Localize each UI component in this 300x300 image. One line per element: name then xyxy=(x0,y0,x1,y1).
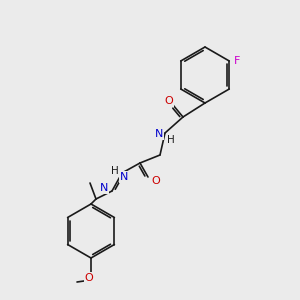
Text: O: O xyxy=(85,273,93,283)
Text: O: O xyxy=(152,176,160,186)
Text: H: H xyxy=(111,166,119,176)
Text: H: H xyxy=(167,135,175,145)
Text: F: F xyxy=(234,56,240,66)
Text: N: N xyxy=(100,183,108,193)
Text: O: O xyxy=(165,96,173,106)
Text: N: N xyxy=(154,129,163,139)
Text: N: N xyxy=(120,172,128,182)
